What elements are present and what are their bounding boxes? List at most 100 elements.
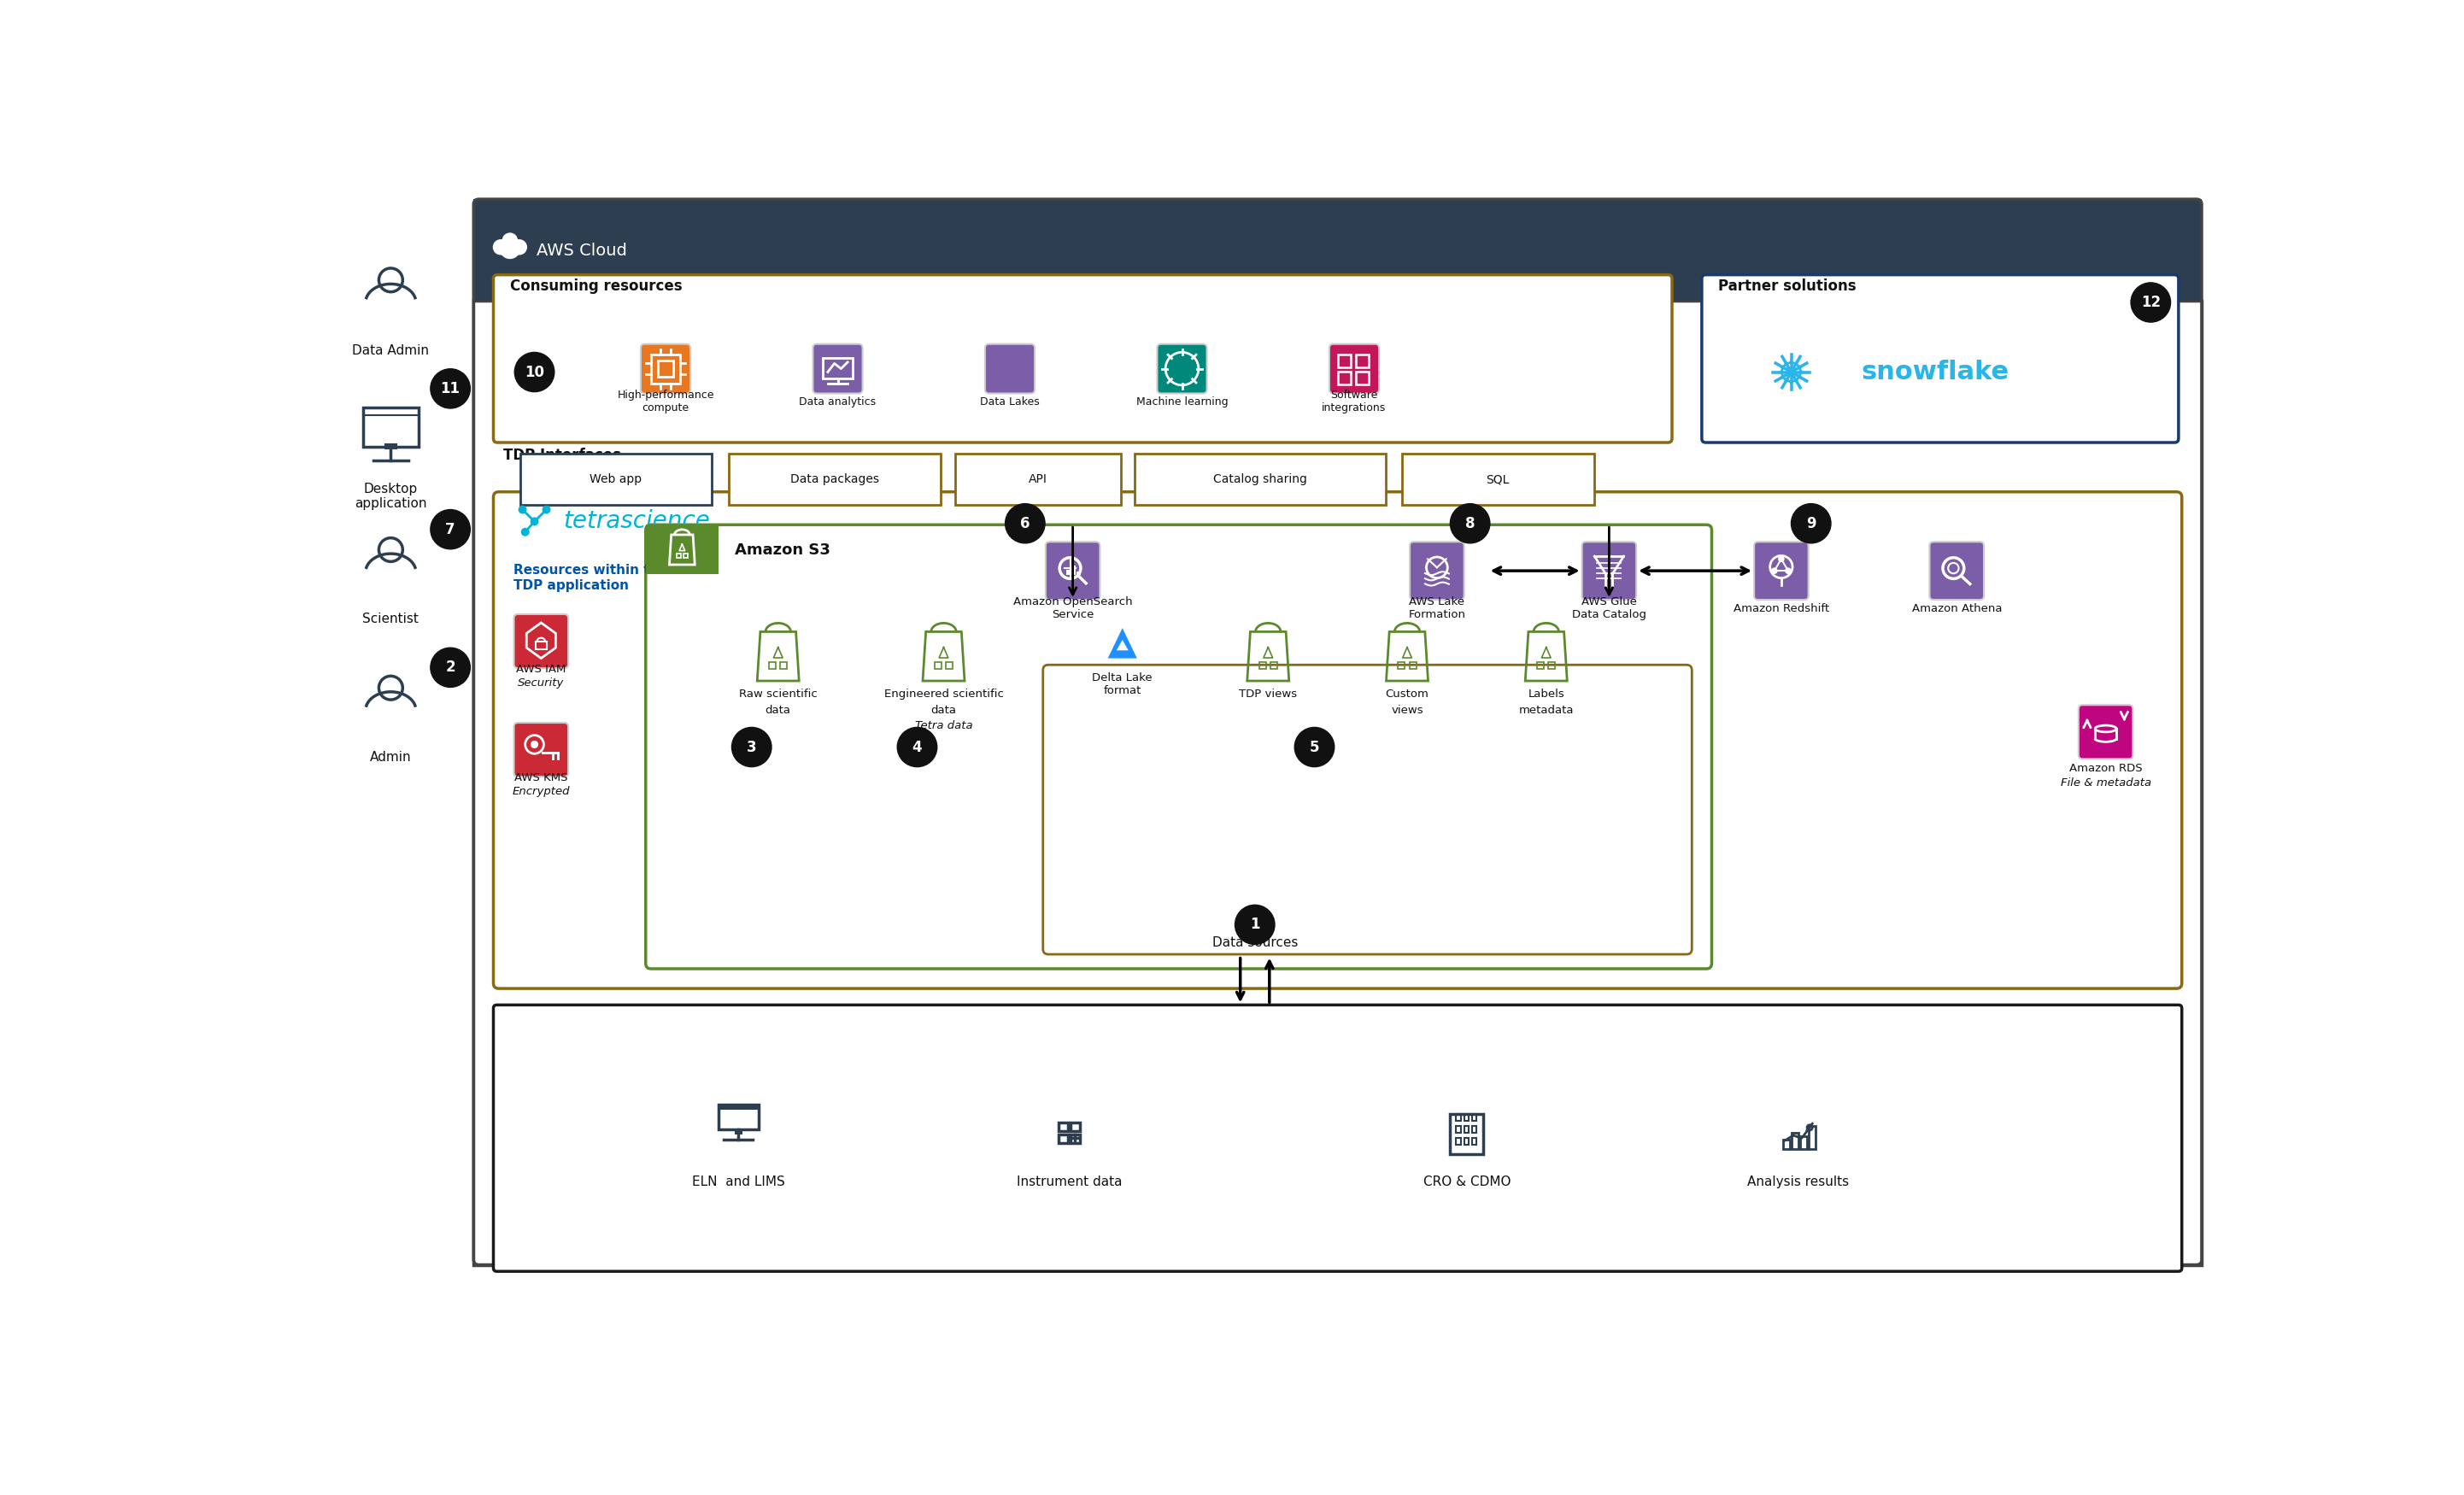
Text: Raw scientific: Raw scientific: [739, 689, 818, 700]
Text: Consuming resources: Consuming resources: [510, 278, 683, 293]
Bar: [1538, 662, 1545, 670]
Bar: [1464, 1114, 1469, 1121]
FancyBboxPatch shape: [1582, 541, 1636, 599]
Text: Instrument data: Instrument data: [1018, 1175, 1121, 1189]
Text: 12: 12: [2141, 295, 2161, 309]
Text: Partner solutions: Partner solutions: [1717, 278, 1855, 293]
Bar: [362, 408, 419, 447]
Bar: [1409, 662, 1417, 670]
Circle shape: [532, 742, 537, 748]
FancyBboxPatch shape: [493, 1005, 2181, 1271]
Bar: [729, 453, 941, 505]
Circle shape: [530, 517, 537, 525]
Text: Amazon S3: Amazon S3: [734, 543, 830, 558]
Circle shape: [500, 238, 520, 259]
Circle shape: [510, 239, 527, 256]
Bar: [1271, 662, 1276, 670]
FancyBboxPatch shape: [641, 344, 690, 393]
Circle shape: [1234, 904, 1274, 945]
Bar: [1072, 565, 1074, 574]
Text: Scientist: Scientist: [362, 613, 419, 625]
Text: Encrypted: Encrypted: [513, 785, 569, 797]
Bar: [946, 662, 954, 670]
Circle shape: [431, 369, 471, 408]
Text: 1: 1: [1249, 916, 1259, 933]
Circle shape: [493, 239, 508, 256]
Circle shape: [1791, 504, 1831, 543]
Text: CRO & CDMO: CRO & CDMO: [1422, 1175, 1510, 1189]
Bar: [1456, 1126, 1461, 1133]
Text: AWS KMS: AWS KMS: [515, 773, 567, 783]
Bar: [823, 357, 853, 378]
Text: 9: 9: [1806, 516, 1816, 531]
Bar: [478, 206, 2195, 298]
Text: 3: 3: [747, 740, 756, 755]
Text: Resources within the
TDP application: Resources within the TDP application: [513, 564, 668, 592]
Bar: [1060, 1135, 1067, 1144]
Circle shape: [1786, 568, 1791, 574]
Bar: [678, 553, 680, 558]
Bar: [1784, 1139, 1789, 1150]
Circle shape: [503, 233, 517, 248]
Bar: [473, 199, 2203, 300]
Bar: [1072, 1123, 1079, 1132]
Circle shape: [1772, 568, 1777, 574]
Text: ELN  and LIMS: ELN and LIMS: [692, 1175, 786, 1189]
Text: AWS Cloud: AWS Cloud: [537, 242, 626, 259]
Text: data: data: [766, 704, 791, 716]
Bar: [734, 1130, 742, 1135]
Text: AWS Glue
Data Catalog: AWS Glue Data Catalog: [1572, 597, 1646, 620]
Text: Desktop
application: Desktop application: [355, 483, 426, 510]
Bar: [1456, 1114, 1461, 1121]
Circle shape: [732, 728, 771, 767]
Text: AWS IAM: AWS IAM: [515, 664, 567, 676]
Text: TDP views: TDP views: [1239, 689, 1296, 700]
Text: 6: 6: [1020, 516, 1030, 531]
Circle shape: [2131, 283, 2171, 321]
Bar: [1397, 662, 1404, 670]
Text: snowflake: snowflake: [1860, 360, 2008, 384]
Bar: [1067, 570, 1069, 574]
Text: API: API: [1030, 474, 1047, 486]
Text: Security: Security: [517, 677, 564, 688]
Text: High-performance
compute: High-performance compute: [616, 390, 715, 414]
Text: metadata: metadata: [1518, 704, 1574, 716]
Bar: [646, 525, 719, 574]
Bar: [1133, 453, 1385, 505]
Bar: [473, 300, 2203, 1265]
Text: Labels: Labels: [1528, 689, 1565, 700]
Text: SQL: SQL: [1486, 474, 1510, 486]
FancyBboxPatch shape: [493, 492, 2181, 988]
Bar: [1456, 1138, 1461, 1145]
Text: 2: 2: [446, 659, 456, 676]
FancyBboxPatch shape: [986, 344, 1035, 393]
Bar: [1259, 662, 1266, 670]
Text: Delta Lake
format: Delta Lake format: [1092, 671, 1153, 695]
Bar: [1471, 1114, 1476, 1121]
FancyBboxPatch shape: [1754, 541, 1809, 599]
Bar: [520, 453, 712, 505]
Bar: [384, 443, 397, 448]
Bar: [719, 1106, 759, 1109]
Text: AWS Lake
Formation: AWS Lake Formation: [1409, 597, 1466, 620]
Bar: [1355, 372, 1368, 384]
Text: File & metadata: File & metadata: [2060, 777, 2151, 789]
Text: Data packages: Data packages: [791, 474, 880, 486]
FancyBboxPatch shape: [515, 614, 569, 668]
Text: Amazon Athena: Amazon Athena: [1912, 602, 2001, 614]
Polygon shape: [1116, 640, 1129, 650]
FancyBboxPatch shape: [1703, 275, 2178, 443]
Bar: [1471, 1126, 1476, 1133]
FancyBboxPatch shape: [2080, 706, 2134, 759]
Circle shape: [515, 353, 554, 392]
Text: 11: 11: [441, 381, 461, 396]
Bar: [1355, 354, 1368, 368]
Bar: [650, 354, 680, 383]
Text: views: views: [1392, 704, 1424, 716]
Circle shape: [1294, 728, 1335, 767]
Bar: [1464, 1126, 1469, 1133]
Bar: [1072, 1135, 1079, 1144]
Polygon shape: [1109, 628, 1136, 658]
Bar: [719, 1105, 759, 1130]
Text: Amazon RDS: Amazon RDS: [2070, 762, 2141, 774]
